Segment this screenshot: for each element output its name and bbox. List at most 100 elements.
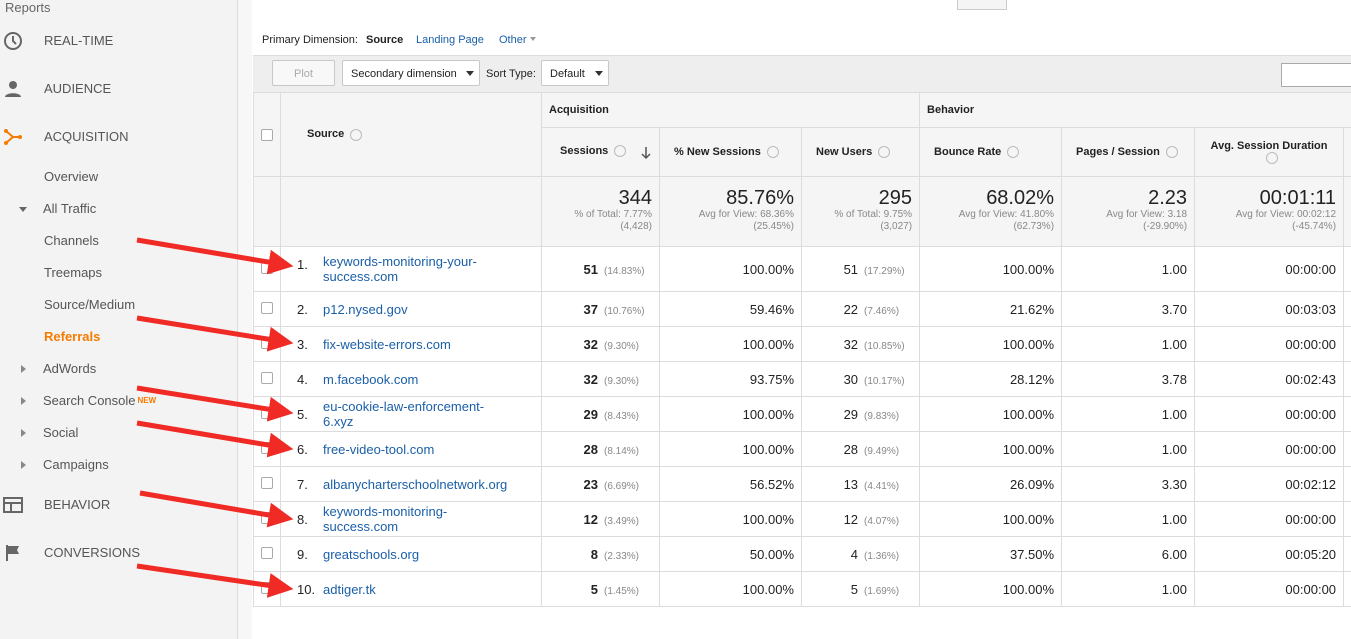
column-header[interactable]: Pages / Session xyxy=(1061,127,1196,177)
source-link[interactable]: p12.nysed.gov xyxy=(323,301,408,317)
nav-item[interactable]: Campaigns xyxy=(43,457,109,472)
pages-per-session-cell: 3.70 xyxy=(1061,291,1196,327)
help-icon[interactable] xyxy=(1266,152,1279,165)
collapse-handle[interactable] xyxy=(957,0,1007,10)
row-index: 10. xyxy=(297,582,316,597)
nav-item[interactable]: Social xyxy=(43,425,79,440)
help-icon[interactable] xyxy=(350,128,363,141)
primary-dimension-label: Primary Dimension: xyxy=(262,34,358,46)
new-users-share: (1.69%) xyxy=(864,585,900,597)
new-users-share: (9.83%) xyxy=(864,410,900,422)
source-link[interactable]: m.facebook.com xyxy=(323,371,419,387)
source-link[interactable]: greatschools.org xyxy=(323,546,420,562)
icon-acquisition xyxy=(4,129,22,145)
search-box[interactable] xyxy=(1281,63,1351,87)
total-context: (-45.74%) xyxy=(1292,221,1337,232)
column-header[interactable]: % New Sessions xyxy=(659,127,802,177)
new-users-cell: 29 (9.83%) xyxy=(800,396,921,432)
source-link[interactable]: eu-cookie-law-enforcement-6.xyz xyxy=(323,399,485,429)
column-header-label: % New Sessions xyxy=(674,145,761,158)
duration-cell: 00:00:00 xyxy=(1194,246,1345,292)
dropdown-caret xyxy=(595,71,603,76)
duration-cell: 00:00:00 xyxy=(1194,326,1345,362)
row-checkbox[interactable] xyxy=(261,301,273,314)
nav-item[interactable]: Source/Medium xyxy=(44,297,136,312)
column-header-label: Sessions xyxy=(560,144,609,157)
dropdown-caret xyxy=(529,37,536,41)
total-context: (4,428) xyxy=(620,221,652,232)
nav-item-active[interactable]: Referrals xyxy=(44,329,101,344)
totals-cell: 68.02% Avg for View: 41.80% (62.73%) xyxy=(919,176,1063,247)
bounce-rate-cell: 37.50% xyxy=(919,536,1063,572)
secondary-dimension-dropdown[interactable]: Secondary dimension xyxy=(342,60,480,86)
row-checkbox[interactable] xyxy=(261,371,273,384)
nav-item[interactable]: AUDIENCE xyxy=(44,81,112,96)
checkbox-cell xyxy=(253,466,281,502)
row-checkbox[interactable] xyxy=(261,476,273,489)
nav-item[interactable]: ACQUISITION xyxy=(44,129,129,144)
total-context: (25.45%) xyxy=(753,221,794,232)
nav-item[interactable]: Search Console NEW xyxy=(43,393,156,409)
pages-per-session-cell: 3.30 xyxy=(1061,466,1196,502)
sessions-share: (3.49%) xyxy=(604,515,640,527)
sort-type-dropdown[interactable]: Default xyxy=(541,60,609,86)
totals-cell: 00:01:11 Avg for View: 00:02:12 (-45.74%) xyxy=(1194,176,1345,247)
new-users-value: 5 xyxy=(850,581,859,597)
sessions-value: 23 xyxy=(583,476,598,492)
new-users-cell: 5 (1.69%) xyxy=(800,571,921,607)
total-context: Avg for View: 3.18 xyxy=(1106,209,1188,220)
new-users-share: (10.17%) xyxy=(864,375,905,387)
help-icon[interactable] xyxy=(1165,146,1178,159)
new-users-value: 13 xyxy=(843,476,859,492)
sessions-share: (6.69%) xyxy=(604,480,640,492)
arrow xyxy=(136,420,294,458)
help-icon[interactable] xyxy=(766,146,779,159)
source-link[interactable]: keywords-monitoring-success.com xyxy=(323,504,448,534)
sidebar-title: Reports xyxy=(5,0,51,15)
dimension-option[interactable]: Other xyxy=(499,33,539,47)
total-context: (62.73%) xyxy=(1013,221,1055,232)
bounce-rate-cell: 100.00% xyxy=(919,431,1063,467)
sessions-value: 37 xyxy=(583,301,598,317)
nav-item[interactable]: All Traffic xyxy=(43,201,97,216)
select-all-checkbox[interactable] xyxy=(261,129,273,141)
nav-item[interactable]: Channels xyxy=(44,233,99,248)
help-icon[interactable] xyxy=(878,146,891,159)
sessions-value: 12 xyxy=(583,511,598,527)
nav-item[interactable]: CONVERSIONS xyxy=(44,545,141,560)
data-row: 3. fix-website-errors.com 32 (9.30%) 100.00%… xyxy=(253,326,1351,362)
sessions-share: (10.76%) xyxy=(604,305,645,317)
checkbox-cell xyxy=(253,536,281,572)
dimension-option[interactable]: Landing Page xyxy=(416,34,484,46)
nav-item[interactable]: Overview xyxy=(44,169,99,184)
help-icon[interactable] xyxy=(1007,146,1020,159)
total-value: 2.23 xyxy=(1148,187,1188,209)
column-header[interactable]: New Users xyxy=(800,127,921,177)
dimension-selected[interactable]: Source xyxy=(366,34,404,46)
new-sessions-cell: 100.00% xyxy=(659,571,802,607)
expand-icon xyxy=(19,207,27,212)
source-link[interactable]: adtiger.tk xyxy=(323,581,376,597)
row-checkbox[interactable] xyxy=(261,546,273,559)
nav-item[interactable]: BEHAVIOR xyxy=(44,497,111,512)
total-context: (-29.90%) xyxy=(1143,221,1188,232)
group-header: Acquisition xyxy=(540,92,921,128)
source-link[interactable]: free-video-tool.com xyxy=(323,441,435,457)
bounce-rate-cell: 100.00% xyxy=(919,571,1063,607)
totals-cell xyxy=(280,176,542,247)
nav-item[interactable]: Treemaps xyxy=(44,265,103,280)
nav-item[interactable]: AdWords xyxy=(43,361,97,376)
sessions-value: 51 xyxy=(583,261,598,277)
total-context: (3,027) xyxy=(880,221,913,232)
new-badge: NEW xyxy=(137,396,157,405)
bounce-rate-cell: 100.00% xyxy=(919,246,1063,292)
help-icon[interactable] xyxy=(614,144,627,157)
nav-item[interactable]: REAL-TIME xyxy=(44,33,114,48)
source-link[interactable]: fix-website-errors.com xyxy=(323,336,451,352)
source-link[interactable]: albanycharterschoolnetwork.org xyxy=(323,476,508,492)
bounce-rate-cell: 100.00% xyxy=(919,396,1063,432)
column-header[interactable]: Avg. Session Duration xyxy=(1194,127,1345,177)
select-all-cell xyxy=(253,92,281,177)
source-link[interactable]: keywords-monitoring-your-success.com xyxy=(323,254,477,284)
